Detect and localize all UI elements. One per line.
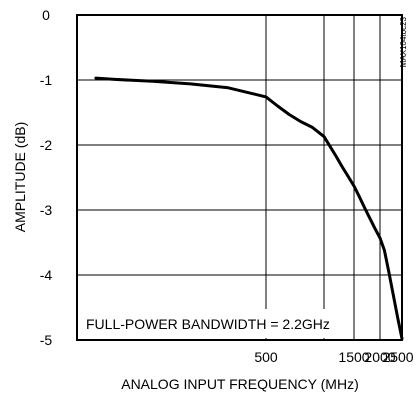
x-axis-label: ANALOG INPUT FREQUENCY (MHz) [121,376,359,392]
y-tick-label: -4 [40,267,53,283]
x-tick-label: 2000 [364,349,395,365]
amplitude-curve [94,76,404,341]
x-tick-label: 1500 [338,349,369,365]
x-tick-label: 2500 [382,349,413,365]
y-axis-label: AMPLITUDE (dB) [12,122,28,232]
y-tick-label: -5 [40,332,53,348]
figure-id-label: MAX104toc23 [399,16,408,67]
grid [77,15,402,340]
y-tick-label: 0 [42,7,50,23]
bandwidth-annotation: FULL-POWER BANDWIDTH = 2.2GHz [86,316,330,332]
y-tick-label: -3 [40,202,53,218]
plot-frame [76,14,403,341]
y-tick-label: -1 [40,72,53,88]
x-tick-label: 500 [254,349,278,365]
y-tick-label: -2 [40,137,53,153]
annotation-box [79,309,328,338]
